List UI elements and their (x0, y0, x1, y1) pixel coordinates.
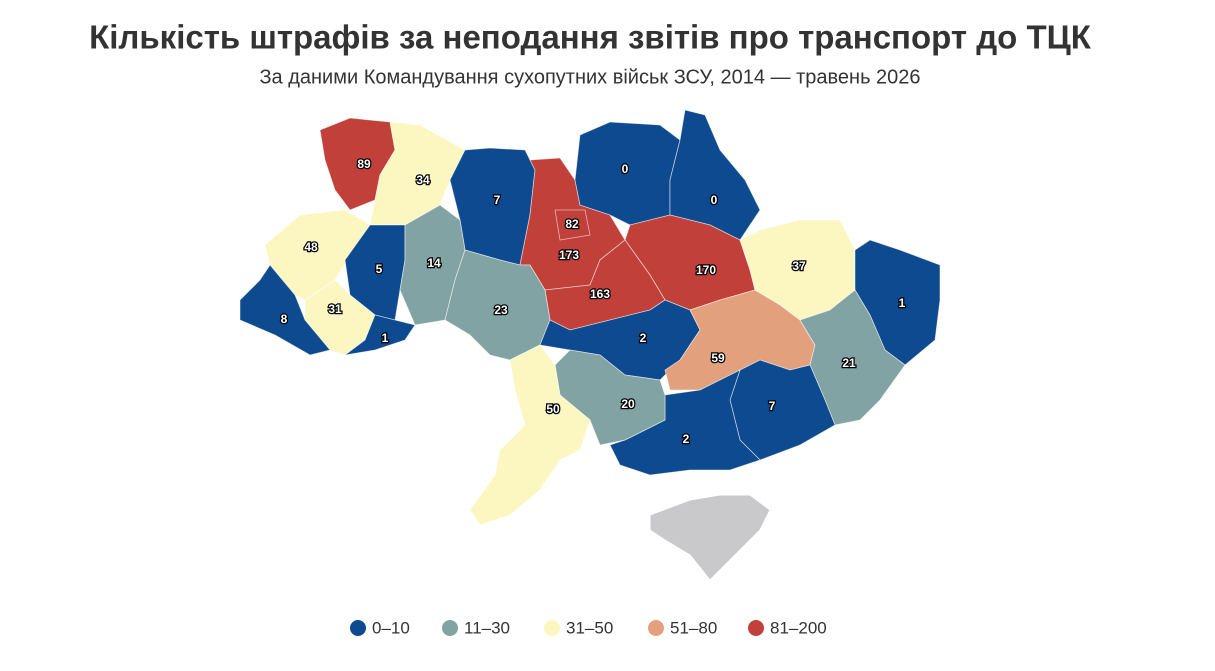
region-label: 8 (281, 312, 288, 326)
legend-label: 31–50 (566, 618, 613, 637)
region-label: 14 (427, 256, 441, 270)
region (469, 344, 591, 526)
title: Кількість штрафів за неподання звітів пр… (89, 19, 1092, 56)
region-label: 89 (357, 157, 371, 171)
region (344, 314, 416, 356)
legend-swatch (648, 620, 664, 636)
region-label: 2 (683, 432, 690, 446)
crimea (649, 494, 771, 581)
legend-label: 51–80 (670, 618, 717, 637)
region (554, 209, 591, 241)
region-label: 0 (711, 193, 718, 207)
region-label: 170 (696, 263, 716, 277)
region-label: 48 (304, 240, 318, 254)
region (669, 109, 761, 241)
labels: 89 34 7 173 82 0 0 170 163 48 5 14 23 31 8 1 2 37 1 59 21 7 2 2… (279, 156, 907, 448)
legend-swatch (544, 620, 560, 636)
region-label: 20 (621, 397, 635, 411)
region-label: 23 (494, 303, 508, 317)
region-label: 82 (565, 217, 579, 231)
region-label: 7 (769, 399, 776, 413)
region-label: 0 (622, 162, 629, 176)
legend: 0–10 11–30 31–50 51–80 81–200 (350, 618, 827, 637)
regions (239, 109, 941, 581)
legend-label: 11–30 (464, 618, 510, 637)
region (799, 289, 906, 426)
region-label: 2 (640, 331, 647, 345)
region-label: 37 (792, 259, 806, 273)
legend-swatch (350, 620, 366, 636)
legend-swatch (748, 620, 764, 636)
region-label: 163 (590, 287, 610, 301)
region-label: 5 (376, 262, 383, 276)
region-label: 34 (416, 173, 430, 187)
legend-label: 0–10 (372, 618, 410, 637)
subtitle: За даними Командування сухопутних військ… (259, 66, 920, 88)
region-label: 1 (899, 296, 906, 310)
region-label: 7 (494, 193, 501, 207)
region-label: 59 (711, 351, 725, 365)
region-label: 1 (382, 331, 389, 345)
region-label: 31 (328, 302, 342, 316)
legend-label: 81–200 (770, 618, 827, 637)
legend-swatch (442, 620, 458, 636)
region-label: 21 (842, 356, 856, 370)
region (239, 264, 331, 356)
region-label: 173 (559, 248, 579, 262)
region-label: 50 (546, 402, 560, 416)
